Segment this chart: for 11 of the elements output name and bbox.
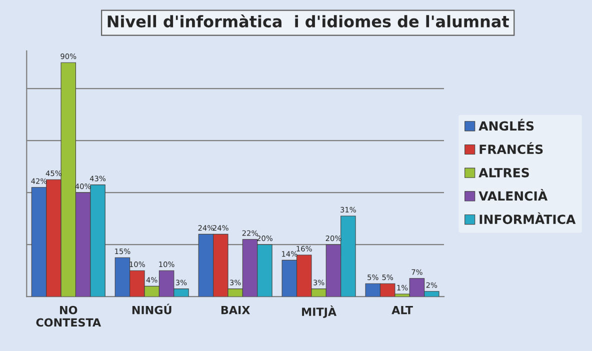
legend-label: VALENCIÀ [478, 188, 548, 201]
x-tick-label: BAIX [221, 306, 250, 314]
legend-label: INFORMÀTICA [480, 212, 576, 224]
legend-label: FRANCÉS [480, 142, 543, 154]
x-tick-label: MITJÀ [302, 306, 336, 318]
legend-label: ANGLÉS [478, 118, 534, 131]
x-tick-label: NINGÚ [132, 304, 172, 314]
x-tick-label: ALT [392, 306, 413, 314]
x-tick-label: NO CONTESTA [36, 306, 102, 327]
chart-title: Nivell d'informàtica i d'idiomes de l'alumnat [108, 14, 509, 28]
legend-label: ALTRES [478, 168, 529, 178]
